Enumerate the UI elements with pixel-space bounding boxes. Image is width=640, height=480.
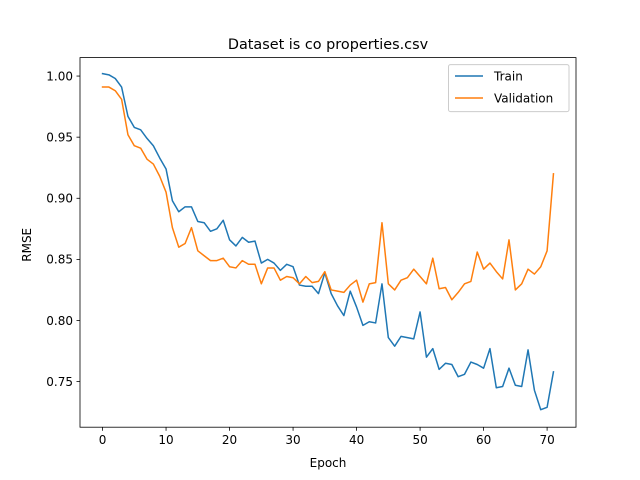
y-axis-label: RMSE [20,228,34,262]
x-tick-label: 0 [99,433,107,447]
y-tick-label: 1.00 [46,69,73,83]
y-tick-label: 0.90 [46,192,73,206]
legend-label-validation: Validation [494,91,553,105]
x-tick-label: 40 [349,433,364,447]
y-tick-label: 0.85 [46,253,73,267]
y-tick-label: 0.80 [46,314,73,328]
x-tick-label: 10 [158,433,173,447]
y-axis: 0.75 0.80 0.85 0.90 0.95 1.00 [46,69,80,389]
x-tick-label: 70 [539,433,554,447]
y-tick-label: 0.75 [46,375,73,389]
x-tick-label: 20 [222,433,237,447]
x-tick-label: 60 [476,433,491,447]
plot-area [101,72,555,411]
x-tick-label: 50 [412,433,427,447]
x-axis: 0 10 20 30 40 50 60 70 [99,427,555,447]
series-line-train [101,72,555,411]
legend: Train Validation [448,64,570,113]
y-tick-label: 0.95 [46,130,73,144]
legend-label-train: Train [493,69,523,83]
x-axis-label: Epoch [310,456,347,470]
chart-title: Dataset is co properties.csv [228,37,429,53]
plot-frame [79,57,577,428]
series-line-validation [101,86,555,303]
x-tick-label: 30 [285,433,300,447]
